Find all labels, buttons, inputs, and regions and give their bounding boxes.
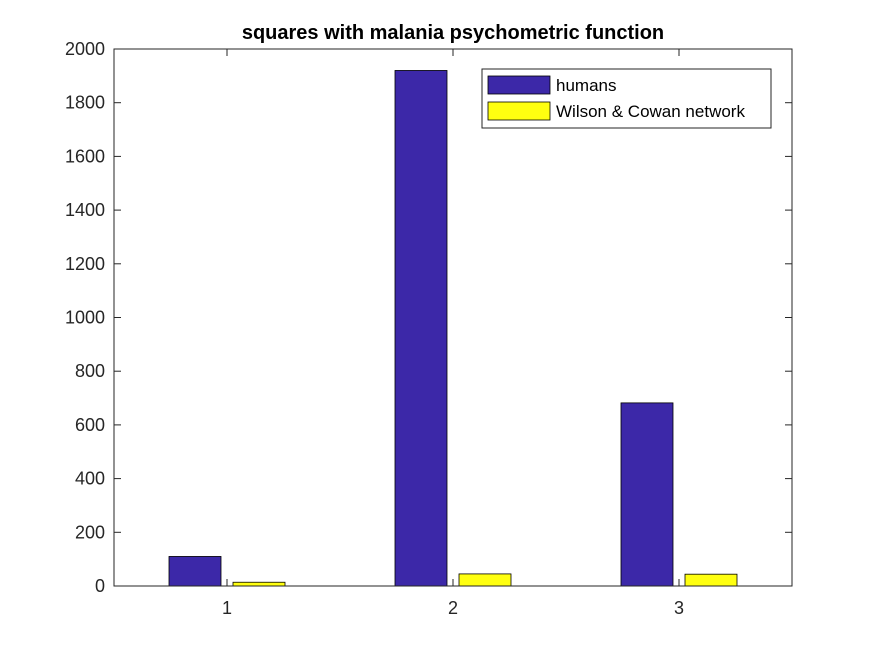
- y-tick-label: 200: [75, 522, 105, 542]
- y-tick-label: 1400: [65, 200, 105, 220]
- legend-label: Wilson & Cowan network: [556, 102, 745, 121]
- x-tick-label: 3: [674, 598, 684, 618]
- bar-humans-2: [394, 70, 448, 587]
- plot-background: [114, 49, 792, 586]
- legend-label: humans: [556, 76, 616, 95]
- bar-humans-3: [620, 402, 674, 587]
- y-tick-label: 0: [95, 576, 105, 596]
- x-axis: 1 2 3: [222, 49, 684, 618]
- y-tick-label: 1000: [65, 308, 105, 328]
- x-tick-label: 2: [448, 598, 458, 618]
- bars-layer: [168, 70, 738, 587]
- y-axis: 0 200 400 600 800 1000 1200 1400 1600 1800 2000: [65, 39, 792, 596]
- legend-swatch: [487, 75, 551, 95]
- bar-humans-1: [168, 556, 222, 587]
- y-tick-label: 2000: [65, 39, 105, 59]
- y-tick-label: 800: [75, 361, 105, 381]
- y-tick-label: 600: [75, 415, 105, 435]
- y-tick-label: 1600: [65, 146, 105, 166]
- x-tick-label: 1: [222, 598, 232, 618]
- y-tick-label: 400: [75, 469, 105, 489]
- chart-title: squares with malania psychometric functi…: [242, 22, 664, 44]
- legend: humans Wilson & Cowan network: [481, 68, 772, 129]
- y-tick-label: 1800: [65, 93, 105, 113]
- legend-swatch: [487, 101, 551, 121]
- bar-network-2: [458, 573, 512, 587]
- y-tick-label: 1200: [65, 254, 105, 274]
- bar-network-3: [684, 573, 738, 587]
- bar-network-1: [232, 581, 286, 587]
